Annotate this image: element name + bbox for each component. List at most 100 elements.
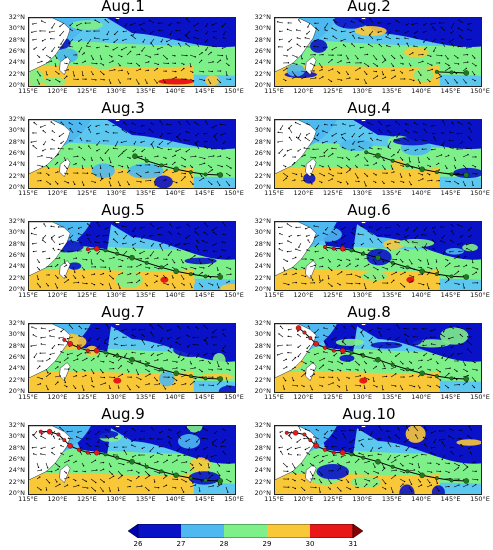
lat-tick-label: 20°N <box>8 387 25 395</box>
colorbar-tick-label: 30 <box>305 540 315 548</box>
lon-tick-label: 115°E <box>264 393 284 401</box>
lon-tick-label: 135°E <box>381 87 402 95</box>
lat-tick-label: 30°N <box>254 330 271 339</box>
map-panel: Aug.9 32°N 30°N 28°N 26°N 24°N 22°N 20°N 115°E 12… <box>0 406 246 508</box>
sst-field <box>29 18 235 86</box>
lon-tick-label: 125°E <box>322 495 343 503</box>
track-point <box>46 428 53 435</box>
lat-tick-label: 28°N <box>254 35 271 44</box>
track-point <box>129 458 135 465</box>
lat-tick-label: 28°N <box>254 137 271 146</box>
lat-tick-label: 24°N <box>254 364 271 373</box>
lon-tick-label: 135°E <box>135 87 156 95</box>
lon-tick-label: 140°E <box>411 495 432 503</box>
lon-tick-label: 140°E <box>165 291 186 299</box>
track-point <box>115 353 120 358</box>
lat-tick-label: 22°N <box>254 477 271 486</box>
lon-tick-label: 135°E <box>135 393 156 401</box>
lat-tick-label: 26°N <box>254 47 271 55</box>
lon-tick-label: 150°E <box>224 291 244 299</box>
lon-tick-label: 135°E <box>135 291 156 299</box>
lat-tick-label: 22°N <box>8 69 25 78</box>
lat-tick-label: 24°N <box>254 160 271 169</box>
sst-map <box>274 221 482 291</box>
lon-tick-label: 140°E <box>411 189 432 197</box>
sst-field <box>29 426 235 494</box>
track-point <box>434 476 439 481</box>
track-point <box>173 166 179 173</box>
lat-tick-label: 22°N <box>8 171 25 180</box>
track-point <box>203 478 208 483</box>
lat-tick-label: 20°N <box>8 489 25 497</box>
track-point <box>103 248 108 253</box>
track-point <box>449 478 454 483</box>
lon-tick-label: 130°E <box>352 189 373 197</box>
track-point <box>38 429 43 434</box>
track-point <box>331 450 336 455</box>
lat-tick-label: 28°N <box>8 341 25 350</box>
sst-map <box>28 119 236 189</box>
sst-map <box>274 119 482 189</box>
lat-tick-label: 26°N <box>8 251 25 259</box>
lat-tick-label: 30°N <box>254 24 271 33</box>
lat-tick-label: 26°N <box>8 455 25 463</box>
track-point <box>331 348 336 353</box>
track-point <box>85 348 90 353</box>
lat-tick-label: 20°N <box>254 489 271 497</box>
track-point <box>62 438 67 443</box>
lat-tick-label: 32°N <box>254 115 271 123</box>
lon-tick-label: 150°E <box>224 495 244 503</box>
track-point <box>203 274 208 279</box>
lon-tick-label: 145°E <box>440 495 461 503</box>
track-point <box>463 478 470 484</box>
sst-field <box>275 18 481 86</box>
lat-tick-label: 22°N <box>8 375 25 384</box>
lon-tick-label: 130°E <box>106 393 127 401</box>
lat-tick-label: 20°N <box>8 285 25 293</box>
track-point <box>434 170 439 175</box>
track-point <box>349 248 354 253</box>
sst-map <box>28 221 236 291</box>
track-point <box>313 341 319 347</box>
sst-map <box>274 425 482 495</box>
lat-tick-label: 30°N <box>8 126 25 135</box>
lon-tick-label: 150°E <box>470 495 490 503</box>
panel-title: Aug.4 <box>347 99 391 117</box>
track-point <box>364 150 369 155</box>
track-point <box>173 268 179 275</box>
track-point <box>375 152 381 159</box>
lon-tick-label: 125°E <box>76 291 97 299</box>
lon-tick-label: 115°E <box>264 189 284 197</box>
track-point <box>308 438 313 443</box>
track-point <box>331 246 336 251</box>
track-point <box>159 367 164 372</box>
lat-tick-label: 20°N <box>8 81 25 89</box>
panel-title: Aug.5 <box>101 201 145 219</box>
lon-tick-label: 135°E <box>135 189 156 197</box>
lon-tick-label: 145°E <box>440 393 461 401</box>
track-point <box>203 376 208 381</box>
lon-tick-label: 135°E <box>381 291 402 299</box>
lat-tick-label: 24°N <box>254 58 271 67</box>
lat-tick-label: 30°N <box>8 330 25 339</box>
lon-tick-label: 115°E <box>264 87 284 95</box>
lon-tick-label: 125°E <box>322 393 343 401</box>
track-point <box>77 447 81 452</box>
track-point <box>375 254 381 261</box>
lat-tick-label: 30°N <box>254 126 271 135</box>
track-point <box>390 260 395 265</box>
lon-tick-label: 135°E <box>381 393 402 401</box>
map-panel: Aug.4 32°N 30°N 28°N 26°N 24°N 22°N 20°N 115°E 12… <box>246 99 492 202</box>
lat-tick-label: 24°N <box>8 262 25 271</box>
track-point <box>361 353 366 358</box>
lat-tick-label: 26°N <box>254 149 271 157</box>
lat-tick-label: 30°N <box>254 228 271 237</box>
track-point <box>129 254 135 261</box>
panel-title: Aug.10 <box>342 405 396 423</box>
sst-map <box>274 17 482 87</box>
panel-title: Aug.1 <box>101 0 145 15</box>
lon-tick-label: 125°E <box>76 189 97 197</box>
track-point <box>93 449 100 456</box>
lon-tick-label: 150°E <box>224 87 244 95</box>
sst-map <box>28 323 236 393</box>
